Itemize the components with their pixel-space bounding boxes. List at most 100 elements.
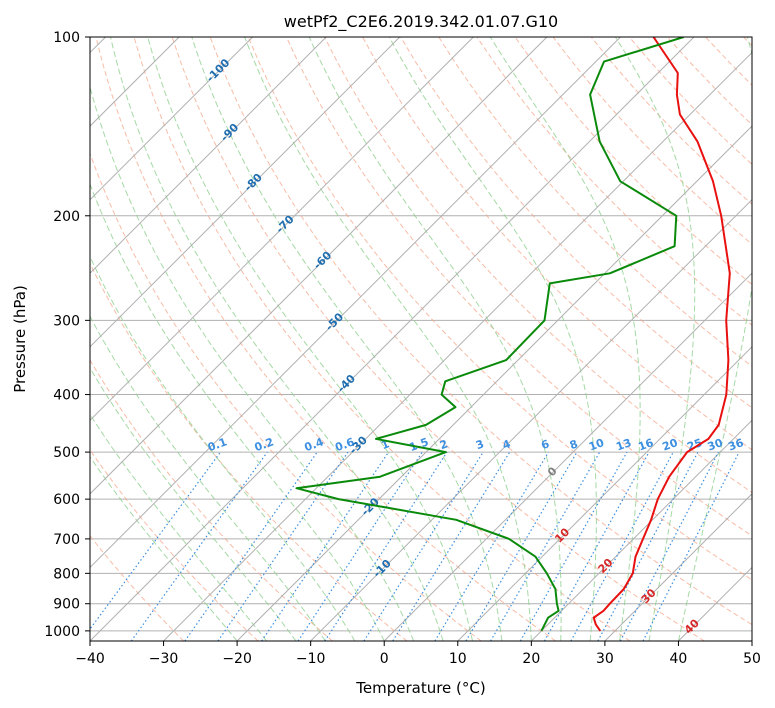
isotherm-line [604,493,752,641]
moist-adiabat-line [614,37,696,641]
isotherm-line [90,37,327,274]
mixing-ratio-label: 0.4 [303,435,326,454]
dry-adiabat-line [90,535,185,641]
y-axis-title: Pressure (hPa) [11,285,29,393]
isotherm-line [457,346,752,641]
mixing-ratio-label: 36 [726,436,745,454]
y-tick-label: 200 [53,209,80,225]
mixing-ratio-line [619,451,719,641]
y-axis-ticks: 100 200 300 400 500 600 700 800 900 1000 [44,30,90,640]
isotherm-line [163,51,752,641]
dry-adiabats [90,37,752,641]
mixing-ratio-line [392,451,511,641]
dry-adiabat-line [95,37,556,641]
dewpoint-profile-line [295,37,684,632]
moist-adiabat-line [90,255,356,641]
x-axis-ticks: −40 −30 −20 −10 0 10 20 30 40 50 [75,641,761,667]
mixing-ratio-label: 6 [539,437,551,452]
mixing-ratio-line [297,451,423,641]
dry-adiabat-line [476,37,752,326]
mixing-ratio-line [434,451,549,641]
moist-adiabat-line [388,37,597,641]
dry-adiabat-line [171,37,705,641]
isotherm-gridlines [90,37,752,641]
plot-frame [89,36,753,642]
dry-adiabat-line [209,37,752,626]
isotherm-line [90,37,695,641]
moist-adiabat-line [147,37,473,641]
moist-adiabat-line [308,37,562,641]
dry-adiabat-line [438,37,752,367]
x-tick-label: 50 [743,651,761,667]
profile-series [295,37,731,632]
mixing-ratio-label: 30 [706,436,725,454]
mixing-ratio-label: 0.2 [253,435,276,454]
isotherm-line [310,198,752,641]
y-tick-label: 400 [53,388,80,404]
dry-adiabat-line [90,262,408,641]
dry-adiabat-line [90,449,259,641]
y-tick-label: 1000 [44,624,80,640]
x-tick-label: −30 [149,651,179,667]
dry-adiabat-line [247,37,752,581]
y-tick-label: 800 [53,566,80,582]
mixing-ratio-label: 10 [587,436,606,454]
moist-adiabat-line [90,413,267,641]
dry-adiabat-line [285,37,752,537]
moist-adiabat-line [244,37,532,641]
dry-adiabat-line [133,37,631,641]
x-tick-label: −40 [75,651,105,667]
mixing-ratio-label: 0.6 [333,435,356,454]
dry-adiabat-line [90,152,482,641]
isotherm-line [383,272,752,641]
y-tick-label: 600 [53,492,80,508]
mixing-ratio-label: 20 [661,436,680,454]
x-tick-label: −10 [296,651,326,667]
moist-adiabat-line [110,37,444,641]
x-tick-label: −20 [222,651,252,667]
x-tick-label: 0 [380,651,389,667]
mixing-ratio-line [90,451,221,631]
mixing-ratio-line [519,451,628,641]
moist-adiabat-line [90,182,385,641]
x-tick-label: 20 [522,651,540,667]
mixing-ratio-label: 3 [474,437,486,452]
mixing-ratio-label: 1 [380,437,392,452]
y-tick-label: 100 [53,30,80,46]
y-tick-label: 900 [53,597,80,613]
mixing-ratio-line [465,451,578,641]
mixing-ratio-label: 13 [614,436,633,453]
mixing-ratio-line [363,451,484,641]
moist-adiabat-line [90,456,238,641]
temperature-profile-line [592,37,731,632]
mixing-ratio-label: 0.1 [206,435,229,454]
mixing-ratio-line [490,451,601,641]
x-tick-label: 40 [670,651,688,667]
mixing-ratio-label: 8 [568,437,580,452]
dry-adiabat-line [362,37,752,451]
mixing-ratio-line [130,451,268,641]
pressure-gridlines [90,37,752,632]
mixing-ratio-line [324,451,448,641]
isotherm-line [236,125,752,641]
x-tick-label: 30 [596,651,614,667]
mixing-ratio-label: 1.5 [408,435,431,454]
moist-adiabat-line [489,37,641,641]
x-tick-label: 10 [449,651,467,667]
mixing-ratio-label: 16 [636,436,655,454]
y-tick-label: 700 [53,532,80,548]
chart-title: wetPf2_C2E6.2019.342.01.07.G10 [284,12,558,32]
isotherm-line [90,37,474,422]
isotherm-line [90,37,254,201]
x-axis-title: Temperature (°C) [355,679,485,697]
y-tick-label: 300 [53,313,80,329]
mixing-ratio-line [642,451,740,641]
isotherm-line [90,37,621,569]
mixing-ratio-lines [90,451,740,641]
mixing-ratio-line [184,451,318,641]
mixing-ratio-label: 2 [438,437,450,452]
isotherm-line [530,419,752,641]
isotherm-line [90,37,401,348]
